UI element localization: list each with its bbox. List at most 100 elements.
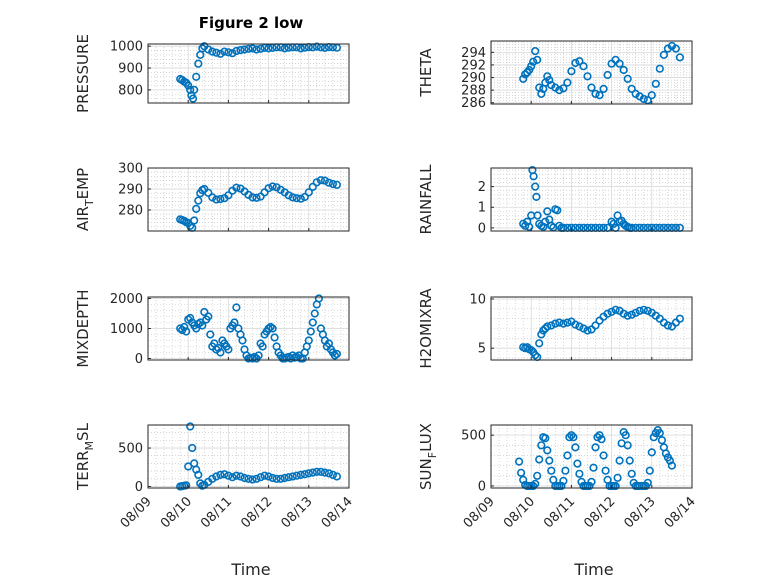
data-point <box>216 348 225 357</box>
data-point <box>204 188 213 197</box>
data-point <box>208 47 217 56</box>
data-point <box>332 349 342 359</box>
subplot-mixdepth: 0 1000 2000 MIXDEPTH <box>74 289 350 368</box>
data-point <box>188 443 197 453</box>
data-point <box>537 330 546 339</box>
data-point <box>647 91 656 100</box>
data-point <box>603 70 612 80</box>
data-point <box>264 472 273 481</box>
data-point <box>204 312 213 321</box>
axes-box <box>490 40 693 105</box>
data-point <box>521 221 530 230</box>
data-point <box>571 320 580 329</box>
data-point <box>194 59 203 68</box>
data-point <box>635 306 644 315</box>
data-point <box>182 481 191 490</box>
data-point <box>659 50 669 60</box>
data-point <box>519 219 528 228</box>
data-point <box>551 319 560 328</box>
y-tick-label: 286 <box>461 96 486 111</box>
data-point <box>593 433 602 442</box>
data-point <box>573 459 582 468</box>
data-point <box>603 309 612 318</box>
data-point <box>627 84 636 93</box>
data-point <box>324 178 334 187</box>
data-point <box>537 89 546 98</box>
data-point <box>541 434 550 443</box>
data-point <box>619 309 628 318</box>
data-point <box>619 65 628 75</box>
data-point <box>320 176 330 185</box>
data-point <box>657 436 667 445</box>
data-point <box>312 42 321 51</box>
data-point <box>665 456 675 465</box>
data-point <box>284 191 293 200</box>
data-point <box>533 471 542 480</box>
data-point <box>525 222 534 231</box>
y-tick-label: 10 <box>469 292 486 307</box>
data-point <box>184 81 193 90</box>
data-point <box>188 94 198 103</box>
y-tick-label: 1 <box>478 201 486 216</box>
y-tick-label: 292 <box>461 58 486 73</box>
y-tick-label: 500 <box>118 442 143 457</box>
data-point <box>565 433 574 442</box>
data-point <box>649 433 658 442</box>
data-point <box>198 321 207 330</box>
axes-box <box>490 424 693 489</box>
data-point <box>639 305 648 314</box>
data-point <box>547 321 556 330</box>
data-point <box>328 179 338 189</box>
y-tick-label: 0 <box>478 221 486 236</box>
data-point <box>332 472 342 481</box>
data-point <box>555 221 564 230</box>
data-point <box>232 46 241 56</box>
data-point <box>238 336 247 345</box>
data-point <box>575 322 584 331</box>
data-point <box>531 46 540 56</box>
data-point <box>535 339 544 348</box>
data-point <box>591 89 600 98</box>
data-point <box>533 55 542 65</box>
data-point <box>541 217 550 226</box>
data-point <box>675 314 685 323</box>
data-point <box>264 184 273 193</box>
data-point <box>244 474 253 483</box>
data-point <box>643 96 652 105</box>
axes-box <box>147 43 350 104</box>
data-point <box>514 457 524 466</box>
x-axis-label-left: Time <box>230 560 270 579</box>
y-tick-label: 294 <box>461 46 486 61</box>
data-point <box>663 321 673 330</box>
data-point <box>655 429 664 438</box>
plot-area <box>147 43 350 104</box>
axes-box <box>490 296 693 361</box>
y-tick-label: 900 <box>118 62 143 77</box>
data-point <box>186 422 195 431</box>
data-point <box>216 49 225 58</box>
data-point <box>182 327 191 336</box>
data-point <box>304 336 313 345</box>
data-point <box>256 44 265 53</box>
y-tick-label: 1000 <box>110 322 143 337</box>
data-point <box>260 471 269 480</box>
data-point <box>240 45 249 54</box>
data-point <box>270 333 279 342</box>
data-point <box>587 83 596 92</box>
data-point <box>527 62 536 71</box>
data-point <box>314 294 324 303</box>
data-point <box>579 62 588 71</box>
data-point <box>248 44 257 53</box>
data-point <box>555 318 564 327</box>
data-point <box>200 307 209 317</box>
data-point <box>304 469 313 478</box>
data-point <box>599 84 608 93</box>
data-point <box>627 469 636 478</box>
data-point <box>180 322 189 332</box>
data-point <box>194 196 203 205</box>
data-point <box>563 318 572 327</box>
data-point <box>661 449 671 458</box>
data-point <box>232 183 241 192</box>
data-point <box>651 79 660 88</box>
